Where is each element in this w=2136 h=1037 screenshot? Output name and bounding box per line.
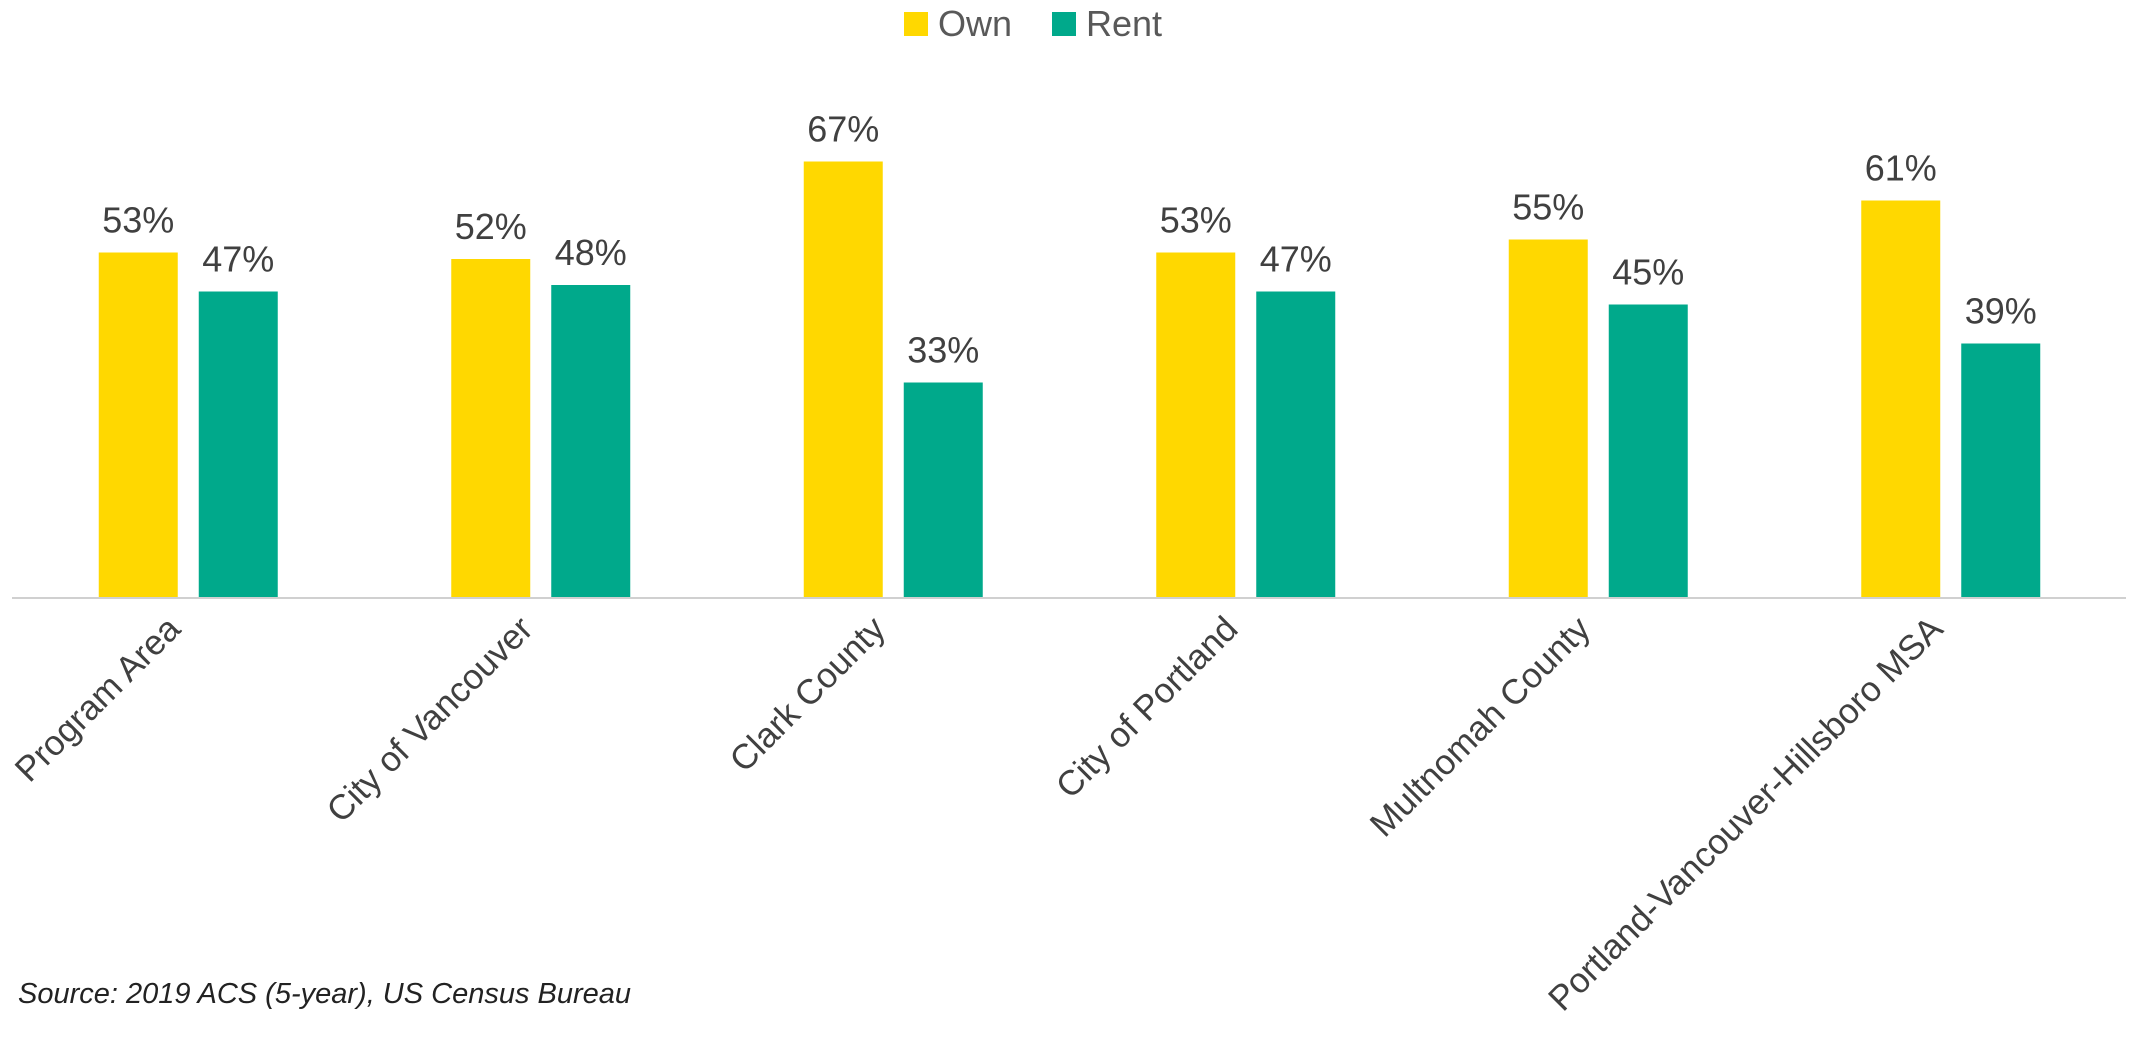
x-tick-label-1: Program Area [8, 609, 189, 790]
legend-swatch-rent [1052, 12, 1076, 36]
bar-rent-5 [1608, 304, 1688, 597]
bar-own-3 [803, 161, 883, 597]
bar-rent-4 [1256, 291, 1336, 597]
x-tick-label-6: Portland-Vancouver-Hillsboro MSA [1541, 609, 1951, 1019]
legend-label-own: Own [938, 3, 1012, 44]
data-label-rent-4: 47% [1260, 239, 1332, 280]
x-tick-label-3: Clark County [722, 609, 893, 780]
bars-group [98, 161, 2041, 597]
bar-own-6 [1861, 200, 1941, 597]
data-label-rent-5: 45% [1612, 252, 1684, 293]
data-labels-group: 53% 47% 52% 48% 67% 33% 53% 47% 55% 45% 61% 39% [102, 109, 2037, 371]
data-label-own-4: 53% [1160, 200, 1232, 241]
data-label-own-5: 55% [1512, 187, 1584, 228]
data-label-own-6: 61% [1865, 148, 1937, 189]
data-label-rent-2: 48% [555, 232, 627, 273]
bar-own-4 [1156, 252, 1236, 597]
x-tick-label-2: City of Vancouver [319, 609, 540, 830]
bar-own-2 [451, 259, 531, 597]
data-label-own-2: 52% [455, 206, 527, 247]
bar-own-1 [98, 252, 178, 597]
bar-rent-2 [551, 285, 631, 597]
data-label-rent-6: 39% [1965, 291, 2037, 332]
legend: Own Rent [904, 3, 1162, 44]
legend-swatch-own [904, 12, 928, 36]
x-tick-label-5: Multnomah County [1363, 609, 1599, 845]
data-label-rent-1: 47% [202, 239, 274, 280]
legend-label-rent: Rent [1086, 3, 1162, 44]
bar-rent-6 [1961, 343, 2041, 597]
data-label-rent-3: 33% [907, 330, 979, 371]
bar-rent-3 [903, 382, 983, 597]
bar-own-5 [1508, 239, 1588, 597]
bar-rent-1 [198, 291, 278, 597]
x-tick-label-4: City of Portland [1049, 609, 1246, 806]
source-note: Source: 2019 ACS (5-year), US Census Bur… [18, 978, 632, 1010]
x-axis-tick-labels: Program Area City of Vancouver Clark Count… [8, 609, 1951, 1019]
data-label-own-1: 53% [102, 200, 174, 241]
data-label-own-3: 67% [807, 109, 879, 150]
